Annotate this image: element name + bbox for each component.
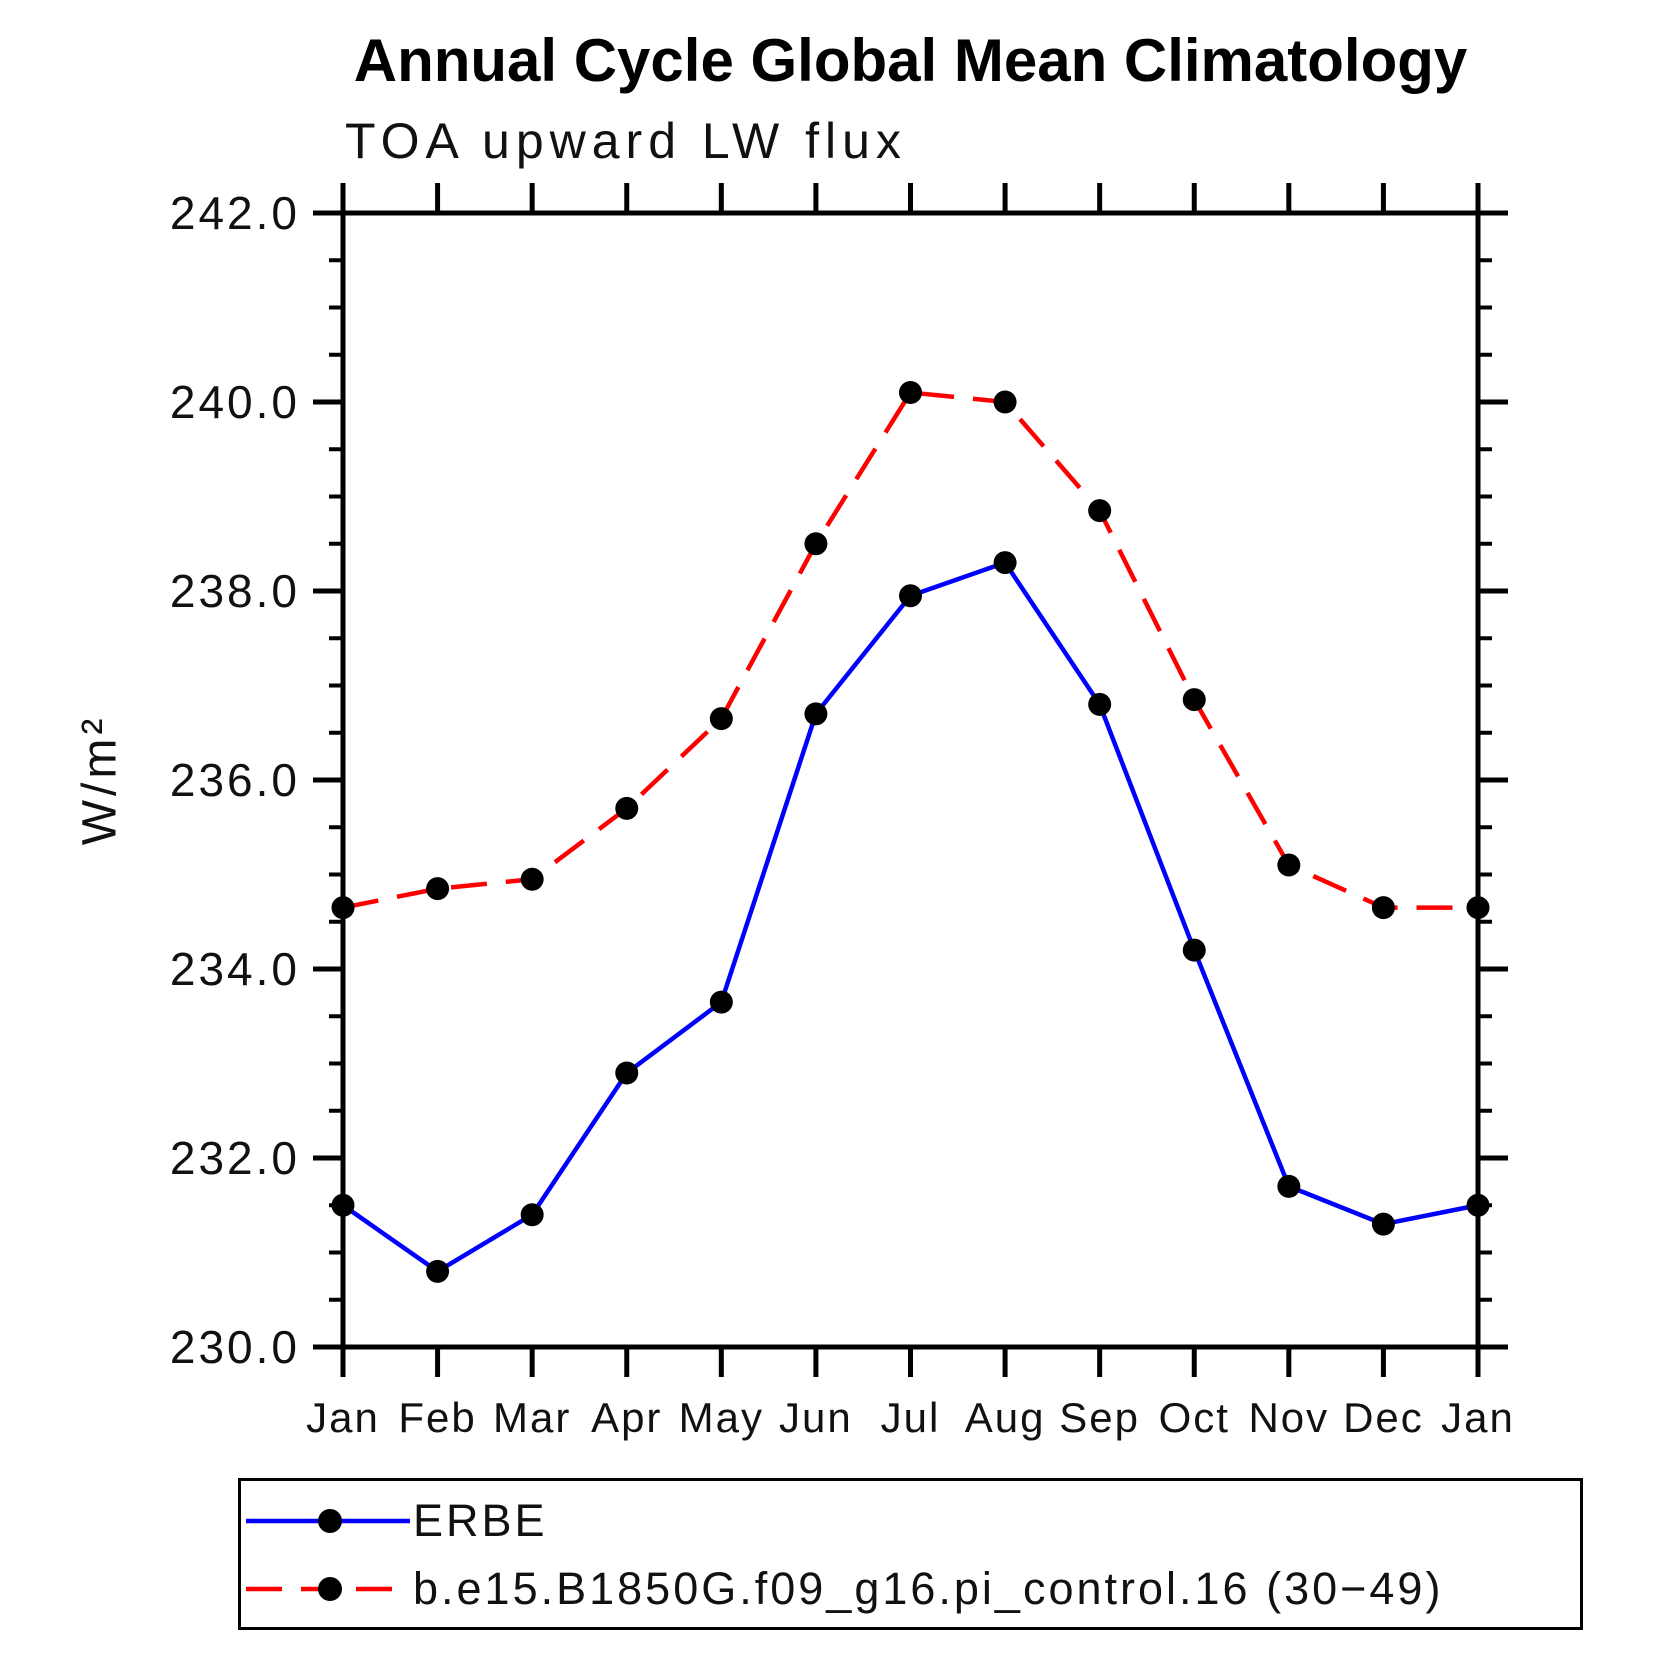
series-marker-0 xyxy=(1088,692,1112,716)
y-tick-label: 236.0 xyxy=(170,754,300,806)
series-marker-1 xyxy=(709,707,733,731)
x-tick-label: Sep xyxy=(1059,1394,1140,1441)
x-tick-label: Nov xyxy=(1248,1394,1329,1441)
series-marker-0 xyxy=(520,1203,544,1227)
y-tick-label: 234.0 xyxy=(170,943,300,995)
y-tick-label: 230.0 xyxy=(170,1321,300,1373)
legend: ERBE b.e15.B1850G.f09_g16.pi_control.16 (… xyxy=(238,1478,1583,1630)
series-marker-0 xyxy=(1371,1212,1395,1236)
y-tick-label: 240.0 xyxy=(170,376,300,428)
x-tick-label: Feb xyxy=(398,1394,476,1441)
legend-sample-marker xyxy=(318,1577,342,1601)
x-tick-label: Aug xyxy=(965,1394,1046,1441)
series-marker-0 xyxy=(709,990,733,1014)
series-marker-0 xyxy=(331,1193,355,1217)
legend-line-sample-1 xyxy=(246,1577,410,1601)
series-marker-0 xyxy=(426,1259,450,1283)
x-tick-label: Oct xyxy=(1159,1394,1230,1441)
y-tick-label: 232.0 xyxy=(170,1132,300,1184)
series-marker-1 xyxy=(1182,688,1206,712)
legend-label-0: ERBE xyxy=(413,1495,548,1546)
series-marker-0 xyxy=(899,584,922,608)
x-tick-label: Mar xyxy=(493,1394,571,1441)
series-marker-1 xyxy=(1088,499,1112,523)
series-marker-0 xyxy=(993,551,1017,575)
series-marker-0 xyxy=(1466,1193,1490,1217)
legend-label-1: b.e15.B1850G.f09_g16.pi_control.16 (30−4… xyxy=(413,1563,1444,1614)
x-tick-label: Jan xyxy=(1441,1394,1515,1441)
x-tick-label: Jul xyxy=(881,1394,941,1441)
series-marker-1 xyxy=(615,796,639,820)
series-marker-1 xyxy=(804,532,828,556)
legend-item-0: ERBE xyxy=(246,1495,548,1546)
series-marker-0 xyxy=(1277,1174,1301,1198)
series-marker-1 xyxy=(1371,896,1395,920)
series-line-1 xyxy=(342,390,1478,910)
series-marker-0 xyxy=(1182,938,1206,962)
x-tick-label: Jan xyxy=(306,1394,380,1441)
series-marker-1 xyxy=(520,867,544,891)
plot-frame xyxy=(340,210,1481,1350)
series-line-0 xyxy=(341,560,1479,1274)
x-tick-label: Jun xyxy=(779,1394,853,1441)
y-tick-label: 238.0 xyxy=(170,565,300,617)
series-marker-0 xyxy=(804,702,828,726)
x-tick-label: Apr xyxy=(591,1394,662,1441)
series-marker-1 xyxy=(1466,896,1490,920)
series-marker-1 xyxy=(426,877,450,901)
series-marker-1 xyxy=(993,390,1017,414)
legend-line-sample-0 xyxy=(246,1509,410,1533)
chart-title: Annual Cycle Global Mean Climatology xyxy=(353,27,1468,94)
legend-sample-marker xyxy=(318,1509,342,1533)
x-tick-label: Dec xyxy=(1343,1394,1424,1441)
y-tick-label: 242.0 xyxy=(170,187,300,239)
series-marker-1 xyxy=(1277,853,1301,877)
series-marker-1 xyxy=(331,896,355,920)
chart-subtitle: TOA upward LW flux xyxy=(345,113,907,169)
series-marker-0 xyxy=(615,1061,639,1085)
series-marker-1 xyxy=(899,381,922,405)
legend-item-1: b.e15.B1850G.f09_g16.pi_control.16 (30−4… xyxy=(246,1563,1444,1614)
x-tick-label: May xyxy=(679,1394,764,1441)
